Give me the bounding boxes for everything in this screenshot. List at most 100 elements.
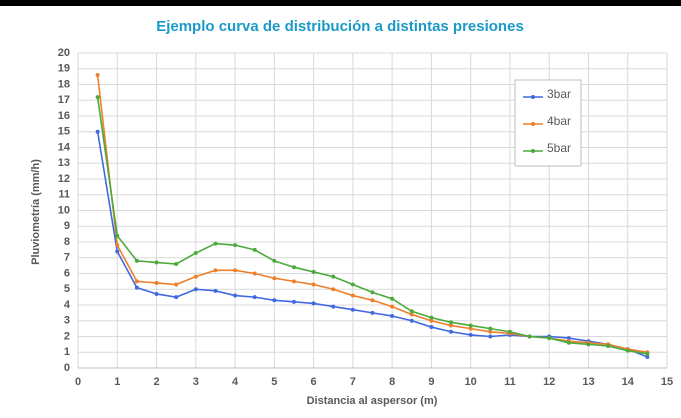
point — [488, 334, 493, 339]
point — [645, 351, 650, 356]
point — [350, 293, 355, 298]
point — [95, 73, 100, 78]
y-tick-label: 11 — [58, 189, 70, 201]
point — [154, 280, 159, 285]
point — [115, 233, 120, 238]
point — [488, 329, 493, 334]
point — [606, 343, 611, 348]
point — [468, 332, 473, 337]
point — [449, 329, 454, 334]
point — [390, 304, 395, 309]
legend-label: 5bar — [547, 141, 571, 155]
point — [409, 309, 414, 314]
x-tick-label: 9 — [428, 376, 434, 388]
x-tick-label: 0 — [75, 376, 81, 388]
x-tick-label: 15 — [661, 376, 673, 388]
point — [233, 268, 238, 273]
point — [154, 260, 159, 265]
legend-marker — [531, 149, 535, 153]
point — [625, 348, 630, 353]
x-tick-label: 6 — [311, 376, 317, 388]
y-tick-label: 12 — [58, 173, 70, 185]
point — [566, 336, 571, 341]
point — [213, 268, 218, 273]
point — [449, 320, 454, 325]
point — [291, 265, 296, 270]
point — [193, 287, 198, 292]
point — [370, 298, 375, 303]
point — [527, 334, 532, 339]
point — [213, 241, 218, 246]
legend-label: 3bar — [547, 87, 571, 101]
point — [566, 340, 571, 345]
y-tick-label: 15 — [58, 126, 70, 138]
y-tick-label: 17 — [58, 94, 70, 106]
y-tick-label: 0 — [64, 362, 70, 374]
point — [252, 271, 257, 276]
x-tick-label: 8 — [389, 376, 395, 388]
y-tick-label: 16 — [58, 110, 70, 122]
x-tick-label: 14 — [622, 376, 635, 388]
y-tick-label: 8 — [64, 236, 70, 248]
y-tick-label: 7 — [64, 252, 70, 264]
legend-marker — [531, 122, 535, 126]
x-tick-label: 5 — [271, 376, 277, 388]
x-tick-label: 7 — [350, 376, 356, 388]
point — [449, 323, 454, 328]
legend-marker — [531, 95, 535, 99]
x-axis-label: Distancia al aspersor (m) — [307, 395, 438, 407]
point — [252, 295, 257, 300]
point — [213, 288, 218, 293]
point — [311, 269, 316, 274]
point — [174, 295, 179, 300]
point — [134, 285, 139, 290]
y-tick-label: 1 — [64, 346, 70, 358]
point — [350, 282, 355, 287]
point — [311, 301, 316, 306]
x-tick-label: 4 — [232, 376, 239, 388]
point — [95, 95, 100, 100]
point — [311, 282, 316, 287]
point — [429, 318, 434, 323]
top-bar — [0, 0, 681, 6]
point — [154, 291, 159, 296]
y-tick-label: 6 — [64, 267, 70, 279]
point — [468, 326, 473, 331]
point — [468, 323, 473, 328]
legend-label: 4bar — [547, 114, 571, 128]
point — [586, 342, 591, 347]
chart-title: Ejemplo curva de distribución a distinta… — [156, 18, 524, 35]
x-tick-label: 13 — [582, 376, 594, 388]
y-tick-label: 19 — [58, 63, 70, 75]
point — [272, 298, 277, 303]
y-tick-label: 3 — [64, 315, 70, 327]
point — [233, 243, 238, 248]
point — [272, 276, 277, 281]
x-tick-label: 1 — [114, 376, 120, 388]
point — [174, 262, 179, 267]
point — [115, 249, 120, 254]
y-tick-label: 20 — [58, 47, 70, 59]
x-tick-label: 3 — [193, 376, 199, 388]
point — [331, 304, 336, 309]
y-tick-label: 18 — [58, 78, 70, 90]
point — [409, 318, 414, 323]
x-tick-label: 11 — [504, 376, 516, 388]
x-tick-label: 10 — [465, 376, 477, 388]
y-tick-label: 10 — [58, 204, 70, 216]
point — [370, 290, 375, 295]
point — [370, 310, 375, 315]
point — [115, 243, 120, 248]
point — [390, 314, 395, 319]
y-tick-label: 13 — [58, 157, 70, 169]
point — [429, 315, 434, 320]
point — [252, 247, 257, 252]
point — [507, 329, 512, 334]
point — [193, 274, 198, 279]
point — [547, 336, 552, 341]
point — [291, 279, 296, 284]
point — [331, 287, 336, 292]
point — [429, 325, 434, 330]
y-tick-label: 9 — [64, 220, 70, 232]
point — [291, 299, 296, 304]
